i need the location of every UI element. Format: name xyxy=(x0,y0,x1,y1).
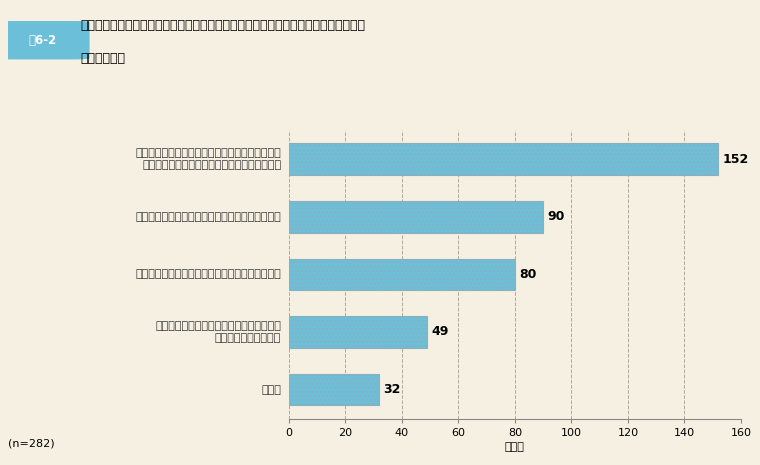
Text: 所属組織や倫理審査会の相談・通報窓口の
　連絡先が分からない: 所属組織や倫理審査会の相談・通報窓口の 連絡先が分からない xyxy=(155,321,281,343)
Text: その他: その他 xyxy=(261,385,281,395)
Text: （複数回答）: （複数回答） xyxy=(81,52,125,65)
Text: 「所属組織や倫理審査会の相談・通報窓口に相談・確認する」を選択しなかった理由: 「所属組織や倫理審査会の相談・通報窓口に相談・確認する」を選択しなかった理由 xyxy=(81,19,366,32)
Bar xyxy=(289,316,427,348)
Text: 相談等しても解決にはつながらないと感じている: 相談等しても解決にはつながらないと感じている xyxy=(135,269,281,279)
Text: 80: 80 xyxy=(519,268,537,281)
Text: (n=282): (n=282) xyxy=(8,438,54,448)
Bar xyxy=(289,143,718,175)
Bar xyxy=(289,374,379,405)
Text: 同僚が違反行為をしていなかった場合に、本人や
　職場の他の職員に迷惑がかかるおそれがある: 同僚が違反行為をしていなかった場合に、本人や 職場の他の職員に迷惑がかかるおそれ… xyxy=(135,148,281,170)
Text: 49: 49 xyxy=(432,326,449,339)
Text: 152: 152 xyxy=(723,153,749,166)
Bar xyxy=(289,259,515,290)
Text: 32: 32 xyxy=(384,383,401,396)
Text: 90: 90 xyxy=(547,210,565,223)
Text: 自分自身が不利益な取扱いを受けるおそれがある: 自分自身が不利益な取扱いを受けるおそれがある xyxy=(135,212,281,222)
FancyBboxPatch shape xyxy=(0,21,90,60)
Text: 図6-2: 図6-2 xyxy=(28,34,57,47)
X-axis label: （人）: （人） xyxy=(505,442,525,452)
Bar xyxy=(289,201,543,232)
